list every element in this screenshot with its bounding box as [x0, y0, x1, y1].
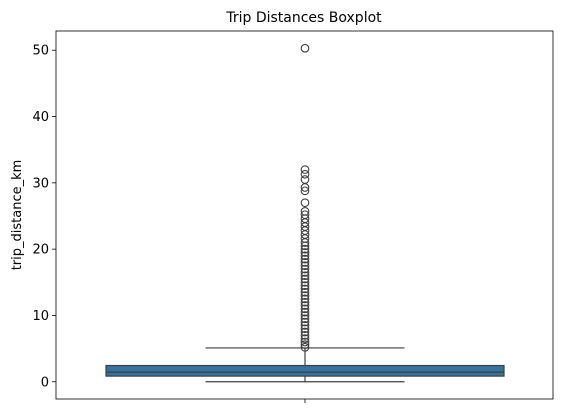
- iqr-box: [105, 364, 505, 377]
- outlier-point: [300, 210, 310, 220]
- outlier-point: [300, 284, 310, 294]
- outlier-point: [300, 317, 310, 327]
- outlier-point: [300, 330, 310, 340]
- box-group: [105, 347, 505, 383]
- outlier-point: [300, 261, 310, 271]
- outlier-point: [300, 43, 310, 53]
- y-tick-label: 50: [32, 44, 49, 59]
- y-tick-label: 0: [41, 375, 49, 390]
- outlier-point: [300, 244, 310, 254]
- outlier-point: [300, 277, 310, 287]
- outlier-point: [300, 321, 310, 330]
- chart-title: Trip Distances Boxplot: [225, 10, 382, 26]
- outlier-point: [300, 294, 310, 304]
- outlier-point: [300, 198, 310, 208]
- y-tick-label: 40: [32, 110, 49, 125]
- outlier-point: [300, 291, 310, 300]
- y-tick-label: 30: [32, 176, 49, 191]
- outlier-point: [300, 307, 310, 317]
- outlier-point: [300, 251, 310, 261]
- outlier-point: [300, 281, 310, 290]
- outlier-group: [300, 43, 310, 352]
- outlier-point: [300, 311, 310, 320]
- outlier-point: [300, 271, 310, 281]
- outlier-point: [300, 254, 310, 264]
- outlier-point: [300, 248, 310, 257]
- y-axis-ticks: 0 10 20 30 40 50: [32, 44, 56, 390]
- outlier-point: [300, 175, 310, 184]
- outlier-point: [300, 258, 310, 267]
- y-tick-label: 10: [32, 309, 49, 324]
- outlier-point: [300, 327, 310, 337]
- outlier-point: [300, 314, 310, 324]
- outlier-point: [300, 297, 310, 307]
- outlier-point: [300, 186, 310, 196]
- outlier-point: [300, 342, 310, 352]
- outlier-point: [300, 287, 310, 297]
- outlier-point: [300, 334, 310, 344]
- outlier-point: [300, 207, 310, 216]
- outlier-point: [300, 324, 310, 334]
- y-tick-label: 20: [32, 243, 49, 258]
- outlier-point: [300, 340, 310, 349]
- outlier-point: [300, 274, 310, 284]
- outlier-point: [300, 169, 310, 179]
- outlier-point: [300, 304, 310, 314]
- plot-frame: [55, 30, 554, 400]
- outlier-point: [300, 301, 310, 310]
- outlier-point: [300, 165, 310, 174]
- outlier-point: [300, 268, 310, 277]
- outlier-point: [300, 264, 310, 274]
- outlier-point: [300, 337, 310, 347]
- y-axis-label: trip_distance_km: [10, 160, 25, 271]
